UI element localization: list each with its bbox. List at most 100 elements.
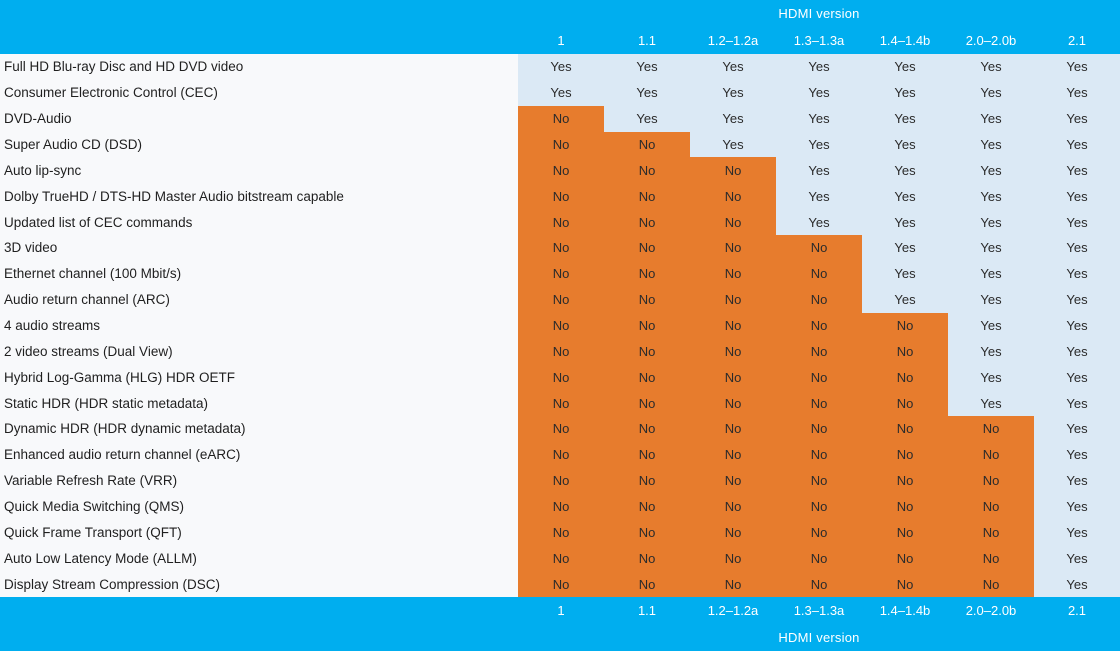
value-cell: No (776, 416, 862, 442)
value-cell: No (948, 519, 1034, 546)
value-cell: Yes (518, 54, 604, 80)
value-cell: No (604, 338, 690, 365)
value-cell: Yes (1034, 54, 1120, 80)
value-cell: Yes (862, 157, 948, 184)
value-cell: No (776, 260, 862, 287)
value-cell: Yes (862, 286, 948, 313)
value-cell: No (604, 235, 690, 261)
header-title: HDMI version (778, 6, 860, 21)
table-row: Hybrid Log-Gamma (HLG) HDR OETF No No No No N… (0, 364, 1120, 391)
table-row: Variable Refresh Rate (VRR) No No No No No No Y… (0, 467, 1120, 494)
value-cell: No (518, 467, 604, 494)
value-cell: No (690, 571, 776, 598)
feature-name: Consumer Electronic Control (CEC) (4, 85, 218, 101)
value-cell: Yes (948, 312, 1034, 339)
value-cell: Yes (1034, 493, 1120, 520)
table-row: 3D video No No No No Yes Yes Yes (0, 235, 1120, 261)
column-header: 1.2–1.2a (707, 33, 759, 48)
table-footer-title-row: HDMI version (0, 624, 1120, 651)
value-cell: No (690, 416, 776, 442)
value-cell: Yes (776, 183, 862, 210)
value-cell: No (518, 235, 604, 261)
value-cell: Yes (1034, 183, 1120, 210)
table-row: Super Audio CD (DSD) No No Yes Yes Yes Yes Yes (0, 131, 1120, 158)
feature-name: Display Stream Compression (DSC) (4, 576, 221, 592)
value-cell: Yes (948, 390, 1034, 417)
table-row: Quick Frame Transport (QFT) No No No No No No Y… (0, 519, 1120, 546)
feature-name: Full HD Blu-ray Disc and HD DVD video (4, 59, 244, 75)
value-cell: Yes (1034, 545, 1120, 572)
value-cell: No (948, 571, 1034, 598)
value-cell: No (604, 260, 690, 287)
value-cell: No (862, 571, 948, 598)
column-header: 1 (557, 33, 565, 48)
value-cell: No (604, 493, 690, 520)
column-header: 1.4–1.4b (879, 603, 931, 618)
value-cell: No (518, 338, 604, 365)
column-header: 1.4–1.4b (879, 33, 931, 48)
value-cell: Yes (690, 79, 776, 106)
value-cell: Yes (862, 105, 948, 132)
value-cell: No (690, 209, 776, 236)
value-cell: Yes (1034, 416, 1120, 442)
value-cell: Yes (776, 79, 862, 106)
value-cell: No (518, 157, 604, 184)
table-row: Auto Low Latency Mode (ALLM) No No No No No No… (0, 545, 1120, 572)
value-cell: Yes (1034, 105, 1120, 132)
table-row: 4 audio streams No No No No No Yes Yes (0, 312, 1120, 339)
table-row: Updated list of CEC commands No No No Yes Yes… (0, 209, 1120, 236)
value-cell: Yes (948, 157, 1034, 184)
value-cell: No (604, 312, 690, 339)
feature-name: Variable Refresh Rate (VRR) (4, 473, 178, 489)
table-row: Quick Media Switching (QMS) No No No No No No Y… (0, 493, 1120, 520)
value-cell: No (948, 467, 1034, 494)
feature-name: Auto Low Latency Mode (ALLM) (4, 550, 197, 566)
value-cell: Yes (862, 79, 948, 106)
feature-name: Updated list of CEC commands (4, 214, 193, 230)
value-cell: Yes (690, 105, 776, 132)
table-row: DVD-Audio No Yes Yes Yes Yes Yes Yes (0, 105, 1120, 132)
table-row: Display Stream Compression (DSC) No No No No… (0, 571, 1120, 598)
value-cell: No (518, 312, 604, 339)
value-cell: No (690, 235, 776, 261)
value-cell: Yes (518, 79, 604, 106)
table-row: Static HDR (HDR static metadata) No No No No… (0, 390, 1120, 417)
feature-name: Dolby TrueHD / DTS-HD Master Audio bitst… (4, 188, 344, 204)
value-cell: No (518, 545, 604, 572)
feature-name: Hybrid Log-Gamma (HLG) HDR OETF (4, 369, 236, 385)
value-cell: No (690, 183, 776, 210)
value-cell: No (862, 338, 948, 365)
value-cell: Yes (948, 364, 1034, 391)
feature-name: Auto lip-sync (4, 162, 82, 178)
value-cell: Yes (948, 105, 1034, 132)
value-cell: No (862, 545, 948, 572)
value-cell: No (518, 364, 604, 391)
value-cell: No (776, 364, 862, 391)
value-cell: Yes (948, 183, 1034, 210)
value-cell: No (604, 571, 690, 598)
column-header: 2.1 (1067, 33, 1087, 48)
column-header: 1.3–1.3a (793, 603, 845, 618)
value-cell: No (518, 131, 604, 158)
value-cell: No (776, 235, 862, 261)
value-cell: No (948, 441, 1034, 468)
column-header: 1.2–1.2a (707, 603, 759, 618)
value-cell: No (604, 441, 690, 468)
value-cell: No (518, 183, 604, 210)
feature-name: Dynamic HDR (HDR dynamic metadata) (4, 421, 246, 437)
value-cell: No (948, 545, 1034, 572)
value-cell: No (862, 519, 948, 546)
value-cell: Yes (948, 338, 1034, 365)
feature-name: 3D video (4, 240, 58, 256)
value-cell: No (604, 519, 690, 546)
table-row: Auto lip-sync No No No Yes Yes Yes Yes (0, 157, 1120, 184)
column-header: 2.1 (1067, 603, 1087, 618)
table-row: Full HD Blu-ray Disc and HD DVD video Yes… (0, 54, 1120, 80)
value-cell: No (776, 286, 862, 313)
value-cell: Yes (1034, 571, 1120, 598)
value-cell: Yes (862, 131, 948, 158)
value-cell: No (690, 260, 776, 287)
value-cell: No (776, 338, 862, 365)
feature-name: Audio return channel (ARC) (4, 292, 170, 308)
column-header: 2.0–2.0b (965, 33, 1017, 48)
